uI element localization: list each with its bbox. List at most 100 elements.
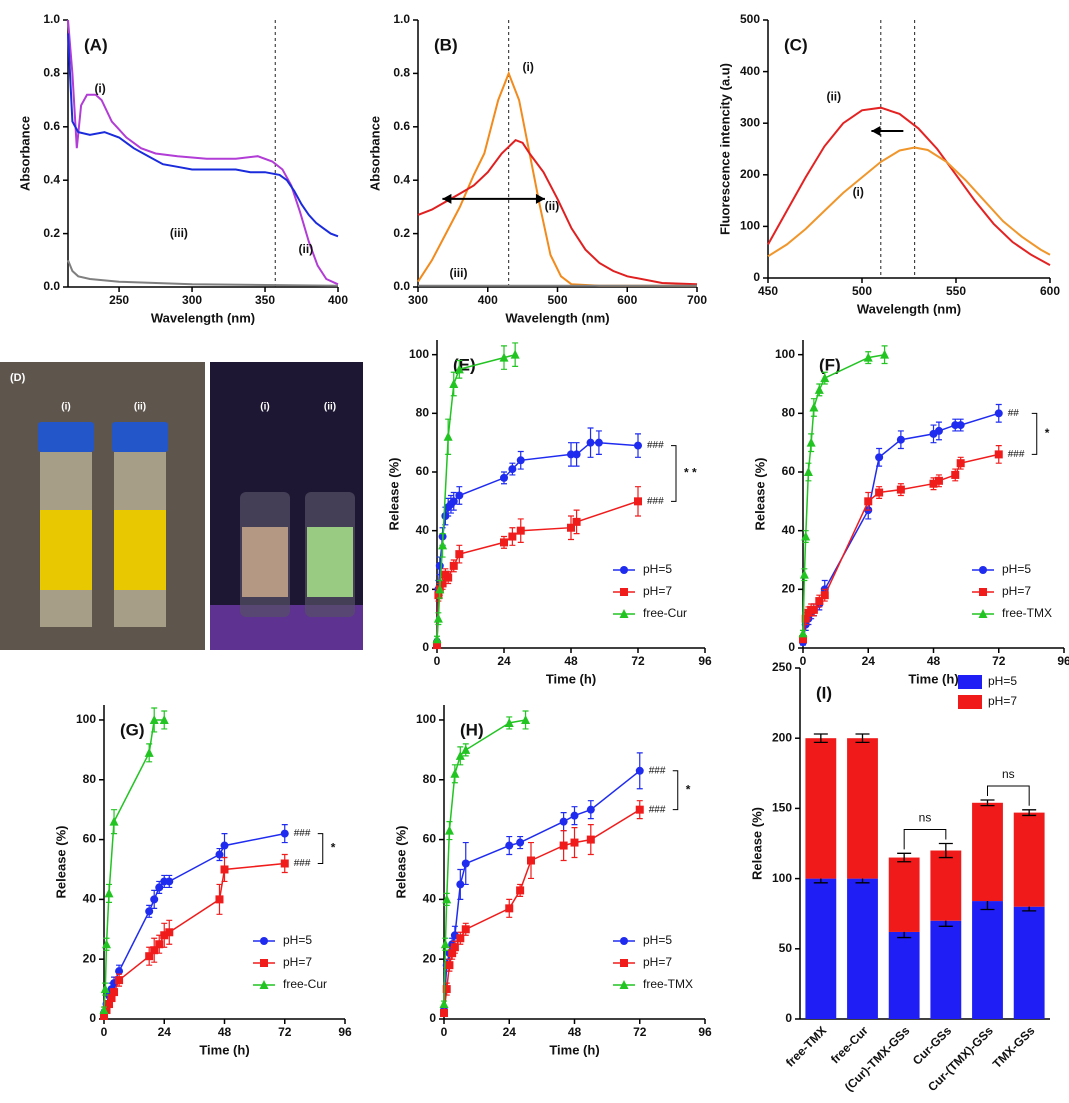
data-point	[586, 835, 595, 844]
data-point	[559, 817, 568, 826]
panel-label: (C)	[784, 35, 808, 54]
legend-marker	[259, 980, 269, 989]
legend-marker	[978, 609, 988, 618]
x-tick-label: 0	[441, 1025, 448, 1039]
data-point	[951, 470, 960, 479]
significance-label: ###	[294, 858, 311, 869]
y-tick-label: 40	[416, 523, 430, 537]
data-point	[994, 409, 1003, 418]
data-point	[500, 538, 508, 547]
bar-segment	[805, 878, 837, 1019]
release-curve	[802, 453, 999, 640]
y-tick-label: 100	[76, 712, 96, 726]
data-point	[934, 476, 943, 485]
y-axis-label: Release (%)	[752, 458, 767, 531]
x-tick-label: 350	[255, 293, 275, 307]
vial-cap	[112, 422, 168, 452]
x-tick-label: free-Cur	[828, 1023, 871, 1066]
data-point	[934, 426, 943, 435]
data-point	[280, 859, 289, 868]
bar-segment	[972, 802, 1003, 902]
data-point	[875, 488, 884, 497]
spectrum-line	[417, 70, 697, 287]
data-point	[815, 597, 824, 606]
x-tick-label: 72	[278, 1025, 292, 1039]
x-tick-label: 400	[328, 293, 348, 307]
data-point	[527, 856, 535, 865]
data-point	[449, 379, 459, 388]
y-tick-label: 60	[782, 464, 796, 478]
legend-label: pH=5	[643, 933, 672, 947]
data-point	[586, 805, 595, 814]
panel-label: (D)	[10, 372, 26, 384]
legend-marker	[620, 566, 628, 574]
release-curve	[802, 353, 885, 634]
legend-swatch	[958, 675, 982, 689]
data-point	[896, 485, 905, 494]
significance-label: *	[686, 782, 691, 796]
data-point	[994, 450, 1003, 459]
data-point	[445, 961, 454, 970]
data-point	[450, 768, 460, 778]
error-bar	[980, 799, 995, 807]
data-point	[863, 352, 873, 362]
y-tick-label: 0.0	[393, 279, 410, 293]
panel-label: (F)	[819, 355, 841, 374]
significance-label: *	[331, 841, 336, 855]
y-tick-label: 0.8	[393, 66, 410, 80]
significance-bracket	[1031, 412, 1038, 455]
error-bar	[813, 733, 828, 744]
data-point	[570, 838, 579, 847]
y-tick-label: 300	[740, 115, 760, 129]
y-tick-label: 0.6	[393, 119, 410, 133]
data-point	[456, 934, 465, 943]
data-point	[864, 497, 873, 506]
y-tick-label: 100	[775, 347, 795, 361]
legend-marker	[620, 959, 628, 967]
y-axis-label: Fluorescence intencity (a.u)	[717, 63, 732, 235]
legend-swatch	[958, 695, 982, 709]
data-point	[102, 939, 112, 949]
x-tick-label: 72	[992, 654, 1006, 668]
x-axis-label: Time (h)	[546, 671, 596, 686]
data-point	[155, 883, 164, 892]
data-point	[100, 984, 110, 994]
data-point	[456, 880, 465, 889]
curve-label: (i)	[523, 60, 534, 74]
data-point	[461, 925, 470, 934]
data-point	[798, 628, 808, 638]
legend-label: free-TMX	[1002, 606, 1052, 620]
data-point	[820, 591, 829, 600]
legend-label: pH=5	[1002, 562, 1031, 576]
y-tick-label: 100	[416, 712, 436, 726]
data-point	[102, 1006, 111, 1015]
y-axis-label: Absorbance	[367, 116, 382, 191]
x-axis-label: Wavelength (nm)	[505, 310, 609, 325]
data-point	[820, 373, 830, 383]
data-point	[567, 450, 575, 459]
data-point	[160, 931, 169, 940]
data-point	[634, 441, 642, 450]
legend-marker	[619, 980, 629, 989]
data-point	[510, 349, 520, 359]
data-point	[880, 349, 890, 359]
error-bar	[897, 852, 912, 863]
y-tick-label: 1.0	[43, 12, 60, 26]
significance-bracket	[672, 770, 679, 811]
legend-label: pH=7	[988, 694, 1017, 708]
data-point	[449, 497, 458, 506]
significance-label: * *	[684, 466, 697, 480]
y-tick-label: 0.2	[393, 226, 410, 240]
curve-label: (i)	[853, 185, 864, 199]
data-point	[433, 641, 441, 650]
x-tick-label: 0	[101, 1025, 108, 1039]
y-tick-label: 100	[409, 347, 429, 361]
legend-label: pH=7	[283, 955, 312, 969]
x-tick-label: 0	[800, 654, 807, 668]
error-bar	[1022, 809, 1037, 817]
data-point	[449, 561, 458, 570]
vial-liquid	[307, 527, 353, 597]
legend-marker	[260, 959, 268, 967]
error-bar	[938, 842, 953, 859]
data-point	[455, 491, 464, 500]
